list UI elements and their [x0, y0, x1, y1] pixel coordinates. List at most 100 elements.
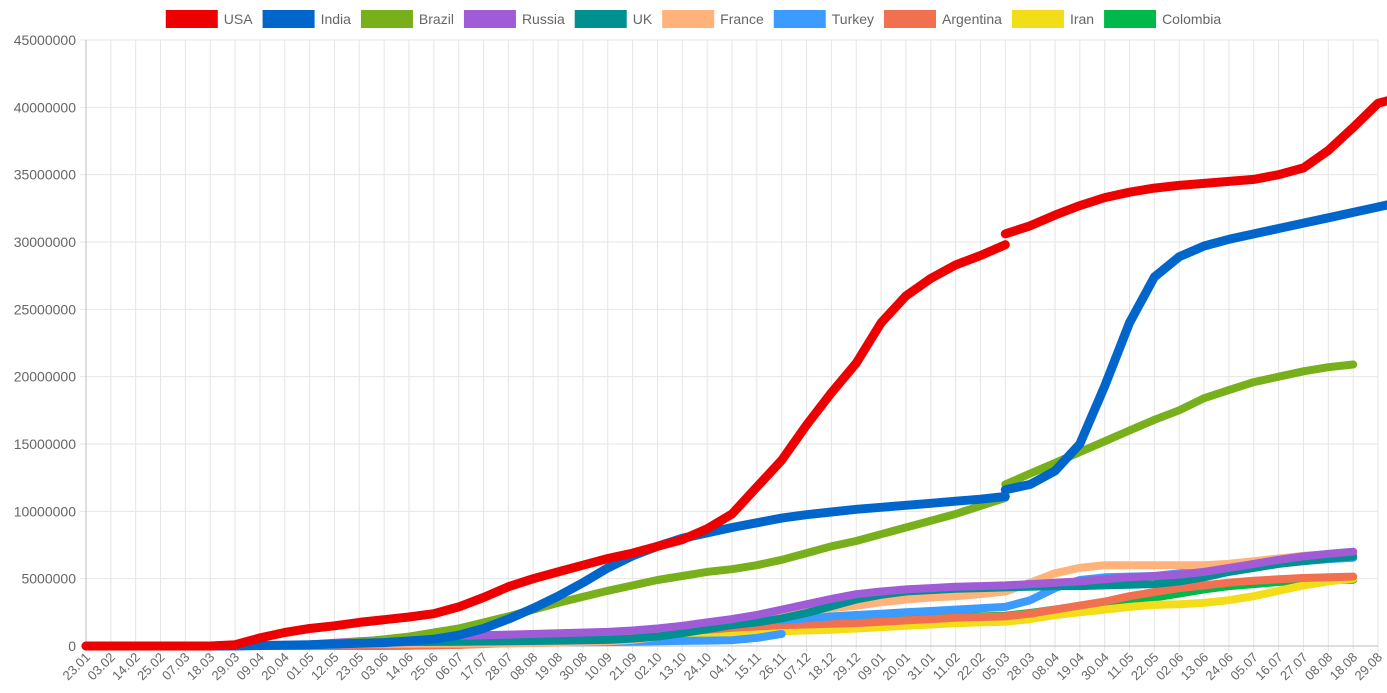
x-tick-label: 24.06	[1202, 650, 1236, 684]
x-tick-label: 28.03	[1004, 650, 1038, 684]
x-tick-label: 19.04	[1053, 650, 1087, 684]
y-tick-label: 35000000	[14, 167, 77, 183]
y-tick-label: 20000000	[14, 369, 77, 385]
legend-swatch	[463, 10, 516, 28]
x-tick-label: 20.04	[258, 650, 292, 684]
x-tick-label: 29.08	[1352, 650, 1386, 684]
x-tick-label: 03.06	[358, 650, 392, 684]
x-tick-label: 14.02	[109, 650, 143, 684]
legend-swatch	[884, 10, 937, 28]
series-lines	[81, 96, 1387, 651]
series-line-india	[1000, 200, 1387, 495]
x-tick-label: 25.06	[407, 650, 441, 684]
series-line-usa	[1000, 96, 1387, 239]
x-tick-label: 29.03	[209, 650, 243, 684]
x-tick-label: 14.06	[383, 650, 417, 684]
x-tick-label: 07.03	[159, 650, 193, 684]
x-tick-label: 23.01	[60, 650, 94, 684]
legend-swatch	[574, 10, 627, 28]
x-tick-label: 06.07	[432, 650, 466, 684]
x-tick-label: 10.09	[581, 650, 615, 684]
x-tick-label: 12.05	[308, 650, 342, 684]
x-tick-label: 13.10	[656, 650, 690, 684]
y-tick-label: 30000000	[14, 234, 77, 250]
series-usa	[81, 96, 1387, 651]
x-tick-label: 27.07	[1277, 650, 1311, 684]
legend-label: Iran	[1070, 11, 1094, 27]
y-tick-label: 5000000	[21, 571, 76, 587]
legend-swatch	[1011, 10, 1064, 28]
x-tick-label: 02.10	[631, 650, 665, 684]
x-tick-label: 05.07	[1227, 650, 1261, 684]
x-tick-label: 18.08	[1327, 650, 1361, 684]
x-tick-label: 17.07	[457, 650, 491, 684]
y-tick-label: 15000000	[14, 436, 77, 452]
x-tick-label: 13.06	[1178, 650, 1212, 684]
x-tick-label: 07.12	[780, 650, 814, 684]
legend[interactable]: USA India Brazil Russia UK France Turkey Argent…	[165, 10, 1222, 28]
x-tick-label: 15.11	[731, 650, 764, 683]
y-tick-label: 10000000	[14, 503, 77, 519]
legend-item-russia[interactable]: Russia	[463, 10, 565, 28]
legend-swatch	[773, 10, 826, 28]
legend-label: USA	[224, 11, 253, 27]
y-tick-label: 45000000	[14, 32, 77, 48]
y-tick-label: 40000000	[14, 99, 77, 115]
x-tick-label: 20.01	[879, 650, 913, 684]
legend-item-france[interactable]: France	[662, 10, 764, 28]
x-tick-label: 22.02	[954, 650, 988, 684]
x-tick-label: 02.06	[1153, 650, 1187, 684]
x-tick-label: 28.07	[482, 650, 516, 684]
x-tick-label: 08.04	[1029, 650, 1063, 684]
x-tick-label: 24.10	[681, 650, 715, 684]
x-tick-label: 18.03	[184, 650, 218, 684]
x-tick-label: 03.02	[84, 650, 118, 684]
series-line-usa	[81, 240, 1010, 651]
legend-swatch	[360, 10, 413, 28]
legend-label: Argentina	[942, 11, 1002, 27]
legend-item-turkey[interactable]: Turkey	[773, 10, 874, 28]
x-tick-label: 08.08	[507, 650, 541, 684]
x-tick-label: 01.05	[283, 650, 317, 684]
y-tick-label: 0	[68, 638, 76, 654]
legend-label: Colombia	[1162, 11, 1221, 27]
legend-label: Russia	[522, 11, 565, 27]
x-tick-label: 29.12	[830, 650, 864, 684]
x-tick-label: 09.01	[855, 650, 889, 684]
legend-swatch	[662, 10, 715, 28]
legend-item-colombia[interactable]: Colombia	[1104, 10, 1221, 28]
legend-item-brazil[interactable]: Brazil	[360, 10, 454, 28]
legend-item-usa[interactable]: USA	[165, 10, 253, 28]
legend-swatch	[165, 10, 218, 28]
legend-label: Turkey	[832, 11, 874, 27]
x-tick-label: 08.08	[1302, 650, 1336, 684]
legend-label: Brazil	[419, 11, 454, 27]
x-tick-label: 18.12	[805, 650, 839, 684]
y-tick-label: 25000000	[14, 301, 77, 317]
legend-item-uk[interactable]: UK	[574, 10, 653, 28]
x-tick-label: 21.09	[606, 650, 640, 684]
x-tick-label: 30.08	[556, 650, 590, 684]
x-tick-label: 31.01	[904, 650, 938, 684]
legend-label: UK	[633, 11, 653, 27]
x-tick-label: 23.05	[333, 650, 367, 684]
x-tick-label: 19.08	[532, 650, 566, 684]
legend-swatch	[1104, 10, 1157, 28]
x-tick-label: 04.11	[706, 650, 739, 683]
x-tick-label: 30.04	[1078, 650, 1112, 684]
x-tick-label: 16.07	[1252, 650, 1286, 684]
legend-item-india[interactable]: India	[262, 10, 352, 28]
x-tick-label: 05.03	[979, 650, 1013, 684]
x-tick-label: 09.04	[233, 650, 267, 684]
legend-label: France	[720, 11, 764, 27]
legend-swatch	[262, 10, 315, 28]
series-line-russia	[82, 547, 1358, 650]
legend-item-iran[interactable]: Iran	[1011, 10, 1094, 28]
x-tick-label: 22.05	[1128, 650, 1162, 684]
grid	[80, 39, 1379, 652]
legend-item-argentina[interactable]: Argentina	[884, 10, 1002, 28]
x-tick-label: 25.02	[134, 650, 168, 684]
series-russia	[82, 547, 1358, 650]
